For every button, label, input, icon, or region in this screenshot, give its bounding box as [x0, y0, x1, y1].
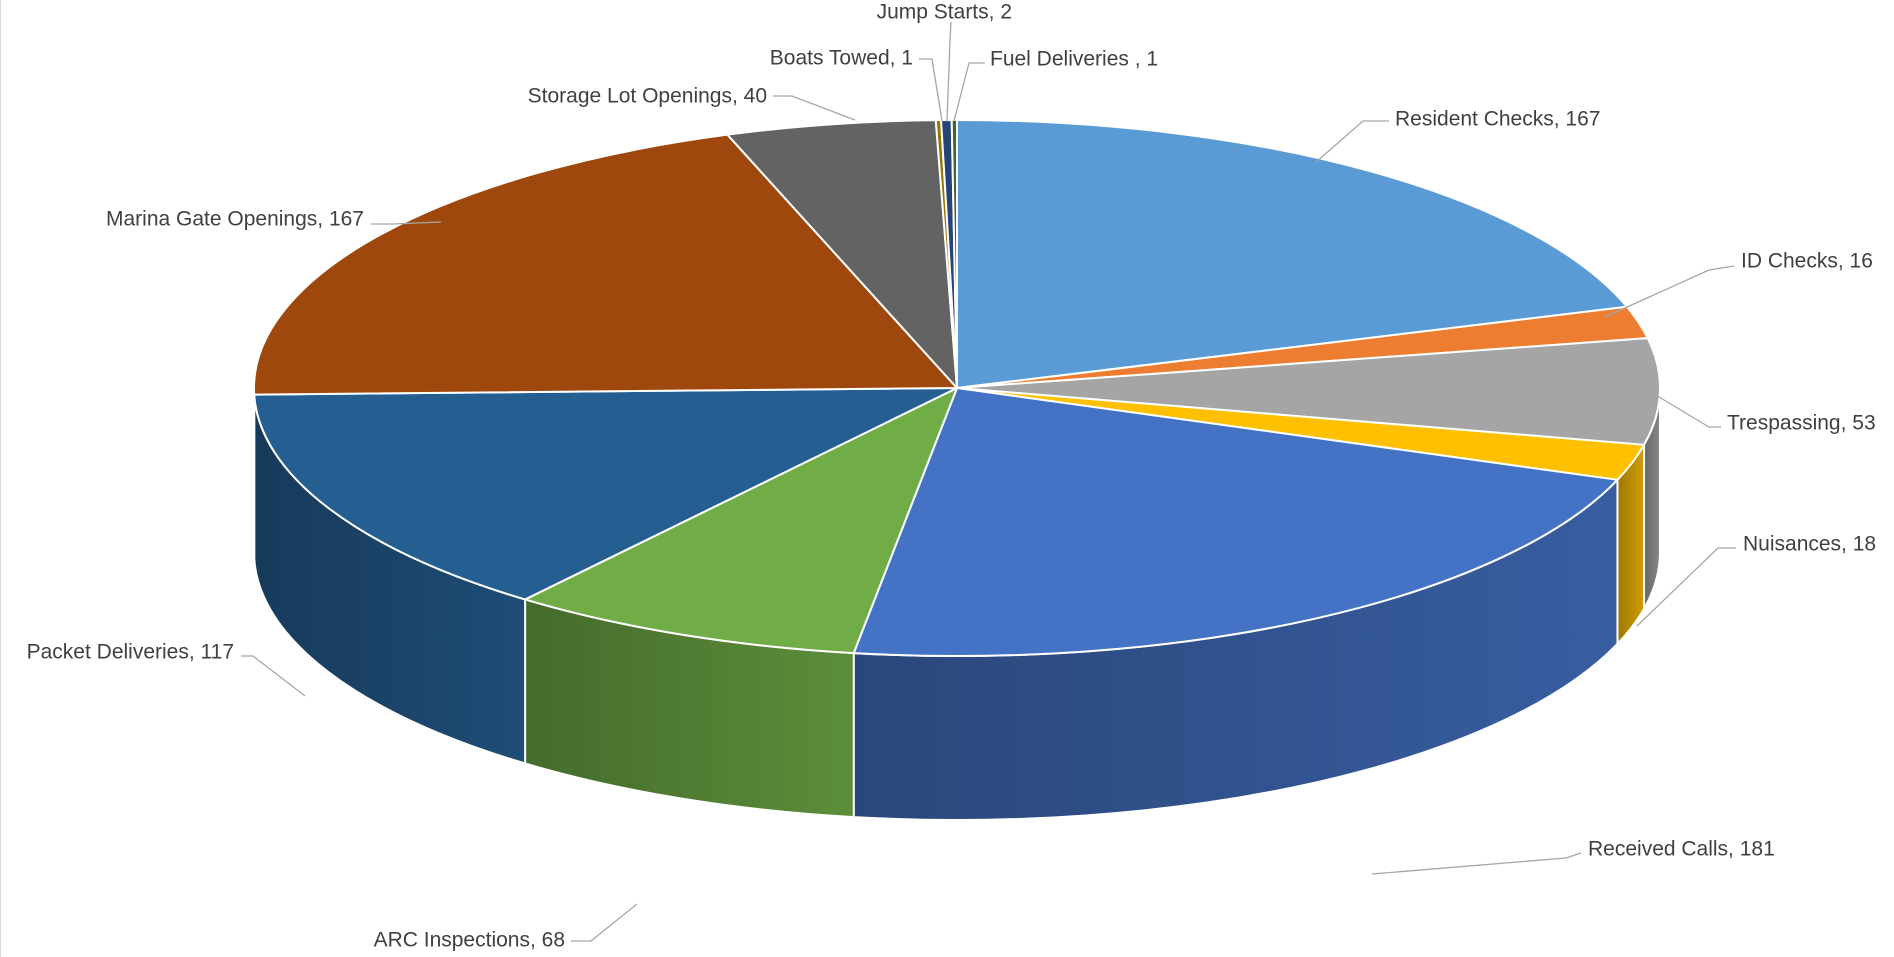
pie-slice-arc-inspections: [524, 387, 958, 655]
leader-line-resident-checks: [1314, 120, 1389, 164]
data-label-fuel-deliveries: Fuel Deliveries , 1: [990, 48, 1158, 71]
leader-line-storage-lot-openings: [773, 95, 856, 121]
pie-top: [253, 119, 1661, 657]
pie-sides: [252, 387, 1661, 821]
leader-line-trespassing: [1653, 393, 1721, 428]
pie-slice-packet-deliveries: [253, 387, 958, 601]
data-label-resident-checks: Resident Checks, 167: [1395, 108, 1600, 131]
data-label-id-checks: ID Checks, 16: [1741, 250, 1873, 273]
leader-line-id-checks: [1604, 265, 1735, 318]
leader-line-jump-starts: [946, 21, 952, 122]
leader-line-packet-deliveries: [241, 655, 306, 697]
leader-line-arc-inspections: [571, 903, 638, 942]
data-label-marina-gate-openings: Marina Gate Openings, 167: [106, 208, 364, 231]
data-label-nuisances: Nuisances, 18: [1743, 533, 1876, 556]
leader-line-marina-gate-openings: [371, 221, 442, 225]
data-label-storage-lot-openings: Storage Lot Openings, 40: [528, 85, 767, 108]
pie-slice-storage-lot-openings: [726, 119, 958, 389]
leader-line-received-calls: [1371, 852, 1582, 875]
data-label-packet-deliveries: Packet Deliveries, 117: [27, 641, 234, 664]
pie-slice-trespassing: [956, 337, 1661, 446]
data-label-received-calls: Received Calls, 181: [1588, 838, 1775, 861]
leader-lines: [241, 21, 1736, 942]
data-label-jump-starts: Jump Starts, 2: [877, 1, 1012, 24]
pie-slice-resident-checks: [956, 119, 1628, 389]
pie-slice-received-calls: [852, 387, 1619, 657]
data-label-arc-inspections: ARC Inspections, 68: [374, 929, 565, 952]
pie-slice-marina-gate-openings: [253, 133, 958, 396]
data-label-boats-towed: Boats Towed, 1: [770, 47, 913, 70]
leader-line-nuisances: [1636, 547, 1736, 627]
data-labels: Resident Checks, 167 ID Checks, 16 Trespas…: [27, 1, 1876, 952]
leader-line-boats-towed: [919, 58, 943, 122]
leader-line-fuel-deliveries: [953, 62, 985, 122]
data-label-trespassing: Trespassing, 53: [1727, 412, 1876, 435]
